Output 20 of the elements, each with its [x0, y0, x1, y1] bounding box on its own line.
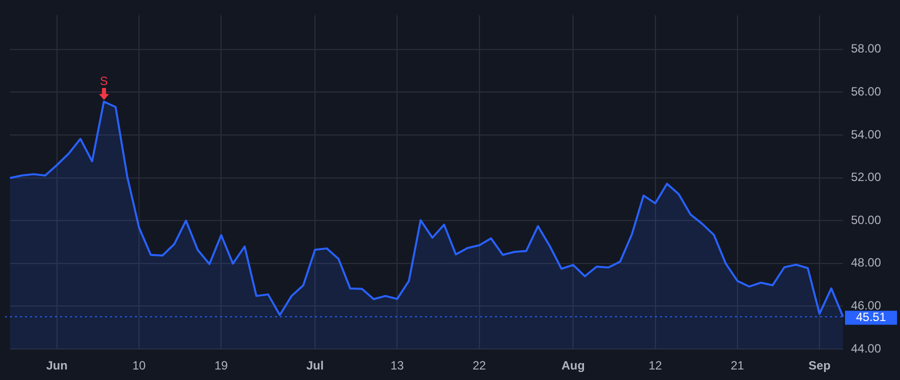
y-tick-label: 52.00 — [851, 170, 882, 184]
y-tick-label: 44.00 — [851, 341, 882, 356]
x-tick-label: Jun — [46, 358, 68, 373]
x-tick-label: 22 — [472, 358, 486, 373]
y-tick-label: 48.00 — [851, 256, 882, 270]
y-tick-label: 54.00 — [851, 127, 882, 142]
x-tick-label: 19 — [214, 358, 228, 373]
x-tick-label: 21 — [730, 358, 744, 373]
ref-line-label: 45.51 — [856, 310, 886, 324]
x-tick-label: Jul — [306, 358, 324, 373]
x-tick-label: Aug — [561, 358, 585, 373]
y-tick-label: 46.00 — [851, 298, 882, 313]
annotation: S — [100, 74, 108, 88]
y-tick-label: 56.00 — [851, 84, 882, 99]
y-tick-label: 50.00 — [851, 212, 882, 227]
x-tick-label: 13 — [390, 358, 404, 373]
x-tick-label: 10 — [132, 358, 146, 373]
x-tick-label: Sep — [808, 358, 831, 373]
x-tick-label: 12 — [648, 358, 662, 373]
y-tick-label: 58.00 — [851, 42, 882, 56]
